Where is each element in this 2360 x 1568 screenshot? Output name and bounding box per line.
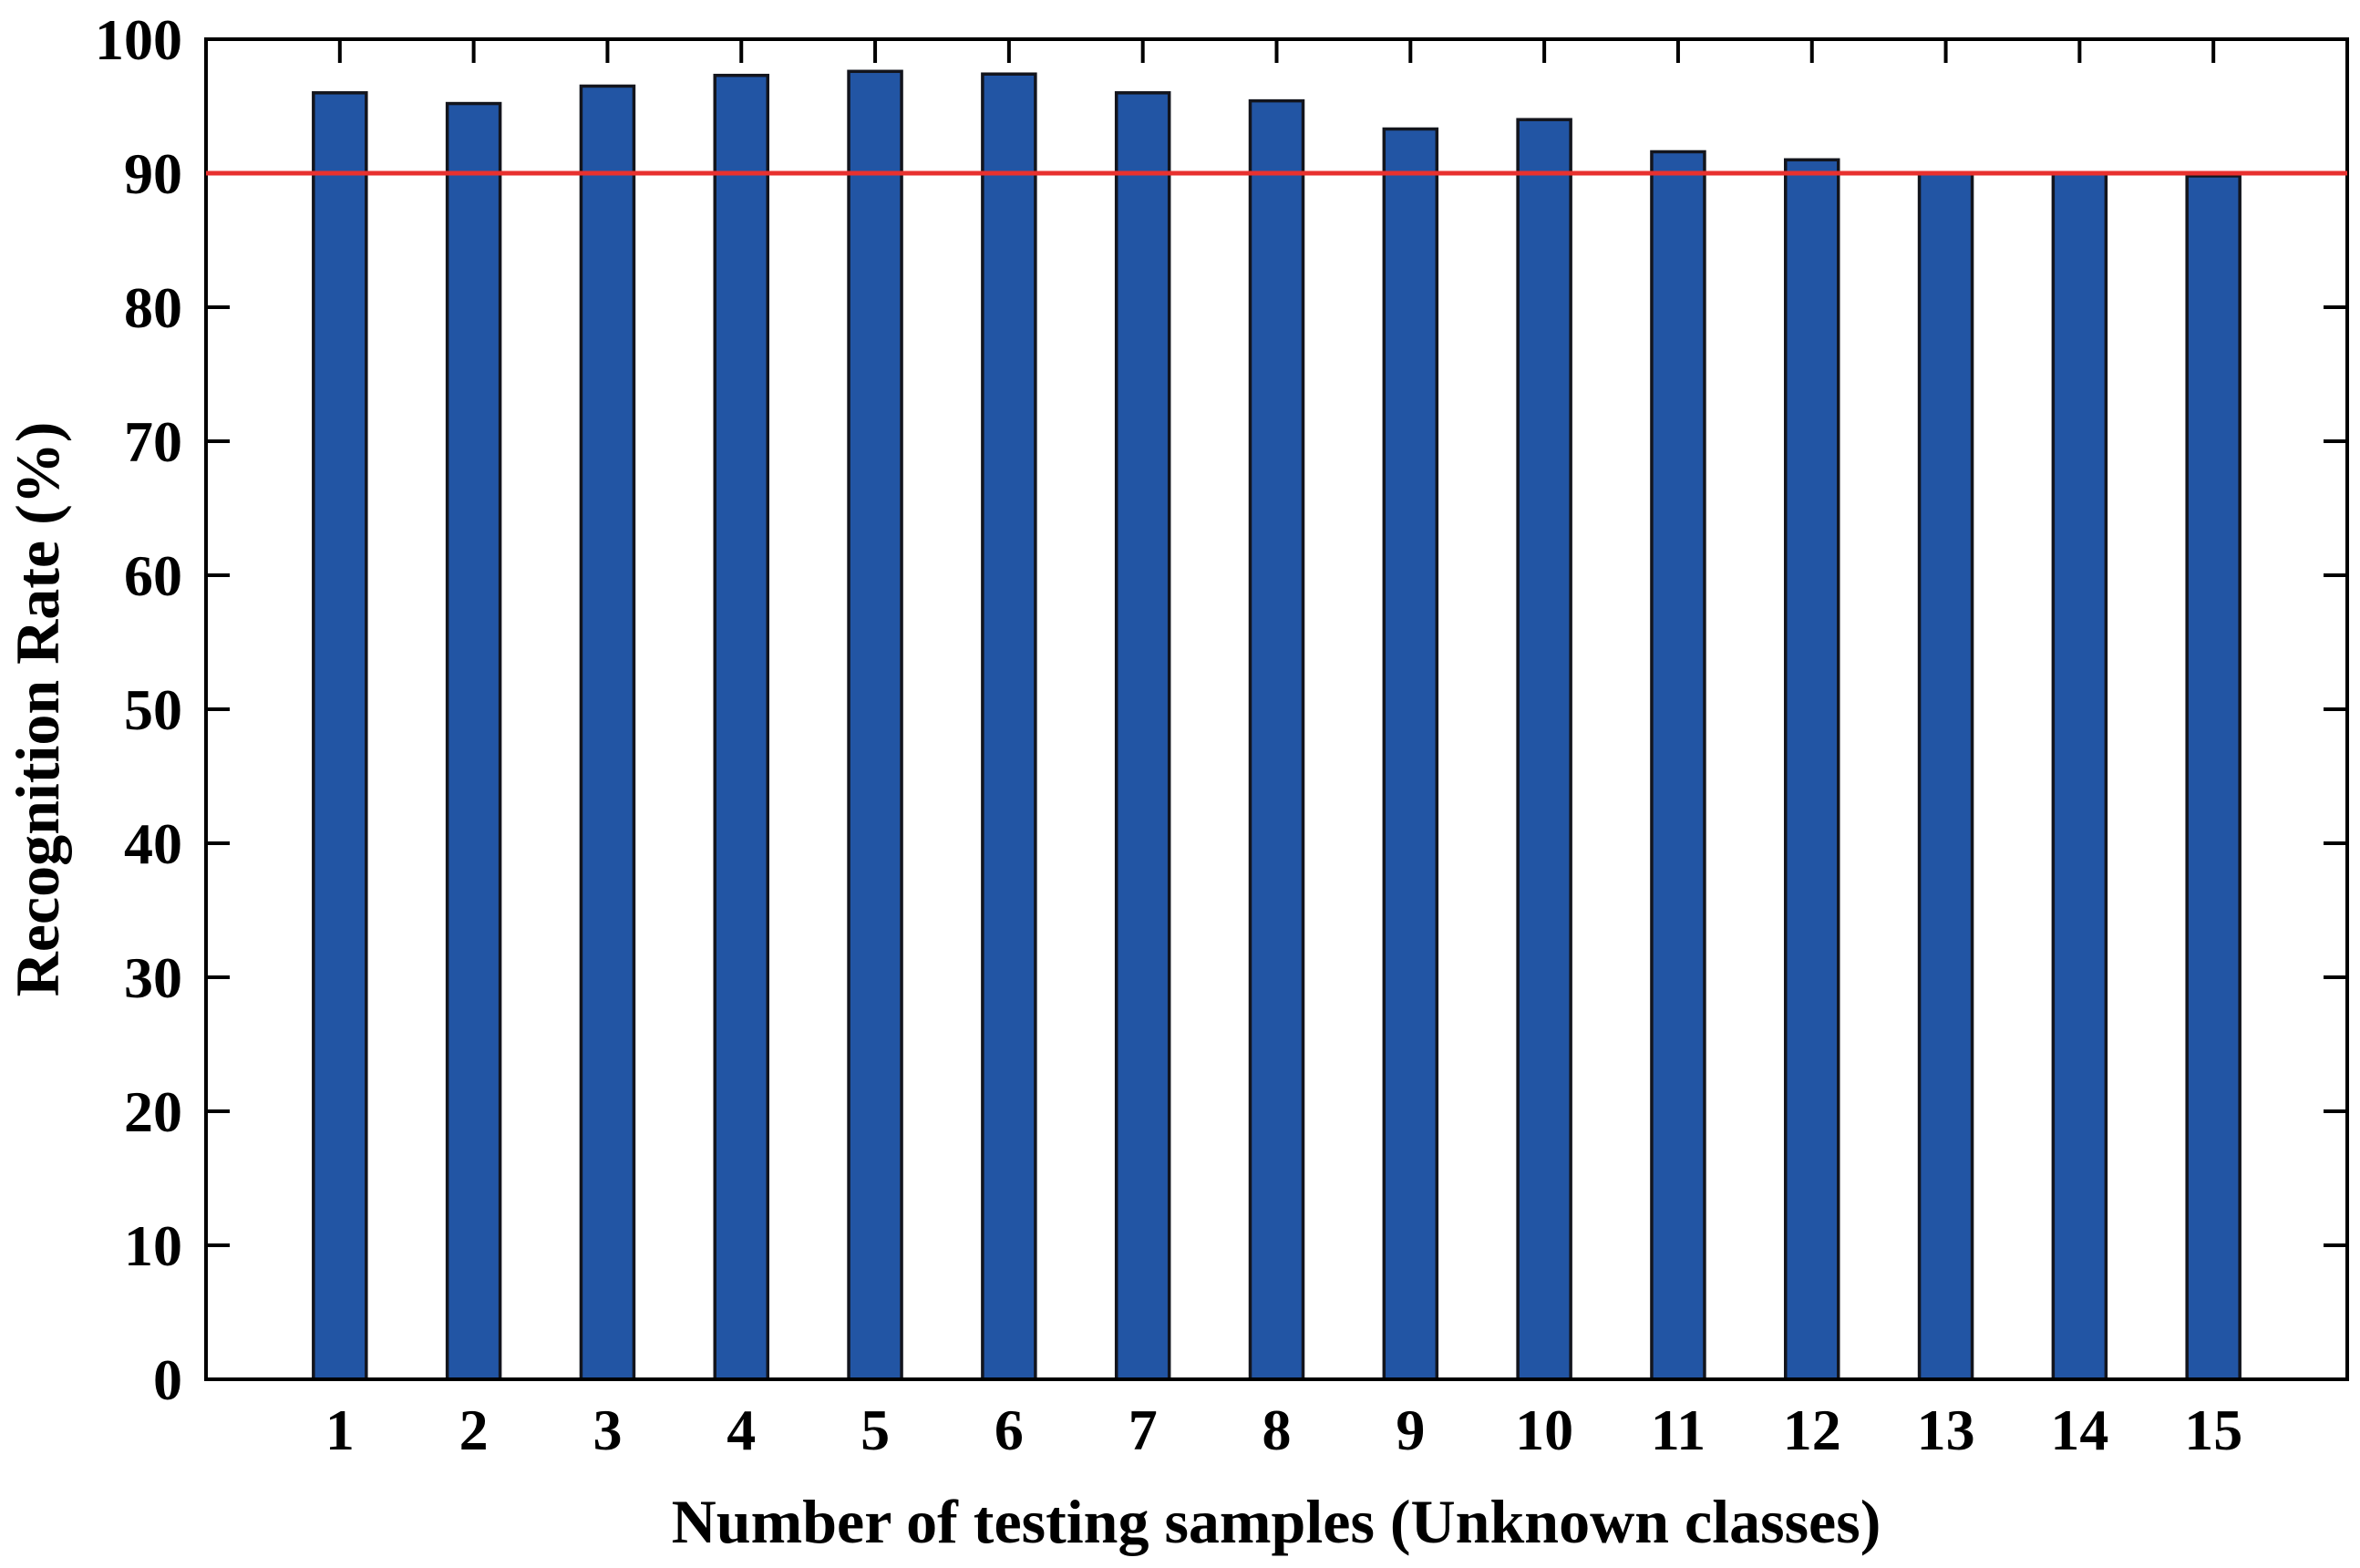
x-tick-label-1: 1 [325,1398,355,1462]
y-tick-label-30: 30 [124,945,182,1010]
bar-10 [1516,118,1572,1381]
bar-8 [1248,98,1305,1381]
x-tick-label-15: 15 [2184,1398,2242,1462]
x-tick-label-11: 11 [1651,1398,1706,1462]
bars-layer [312,69,2241,1381]
bar-5 [847,69,903,1381]
bar-7 [1114,91,1171,1381]
plot-axis-box [204,37,2349,1381]
bar-1 [312,91,368,1381]
x-tick-label-14: 14 [2050,1398,2108,1462]
x-tick-label-4: 4 [727,1398,756,1462]
x-tick-label-6: 6 [994,1398,1024,1462]
bar-15 [2185,174,2241,1381]
x-tick-label-7: 7 [1128,1398,1158,1462]
x-tick-labels: 1 2 3 4 5 6 7 8 9 10 11 12 13 14 15 [325,1398,2242,1462]
y-tick-label-20: 20 [124,1079,182,1144]
bar-9 [1382,127,1439,1381]
bar-12 [1784,158,1840,1381]
y-tick-label-0: 0 [153,1347,182,1412]
x-axis-title: Number of testing samples (Unknown class… [672,1487,1881,1556]
x-tick-label-5: 5 [861,1398,890,1462]
x-tick-label-3: 3 [593,1398,622,1462]
y-tick-label-10: 10 [124,1213,182,1278]
y-tick-labels: 0 10 20 30 40 50 60 70 80 90 100 [95,7,182,1412]
y-axis-title: Recognition Rate (%) [3,422,72,997]
bar-14 [2051,171,2108,1381]
x-tick-label-12: 12 [1783,1398,1841,1462]
y-tick-label-80: 80 [124,275,182,340]
y-tick-label-90: 90 [124,141,182,206]
bar-11 [1650,150,1706,1381]
x-tick-label-13: 13 [1917,1398,1975,1462]
y-tick-label-50: 50 [124,677,182,742]
x-tick-label-2: 2 [459,1398,489,1462]
bar-6 [981,72,1037,1381]
x-tick-label-8: 8 [1262,1398,1292,1462]
bar-13 [1917,171,1974,1381]
bar-3 [579,84,636,1381]
y-tick-label-70: 70 [124,409,182,474]
y-tick-label-40: 40 [124,811,182,876]
x-tick-label-9: 9 [1396,1398,1425,1462]
x-tick-label-10: 10 [1515,1398,1573,1462]
y-tick-label-60: 60 [124,543,182,608]
y-tick-label-100: 100 [95,7,182,72]
bar-4 [713,73,769,1381]
bar-2 [445,101,502,1381]
